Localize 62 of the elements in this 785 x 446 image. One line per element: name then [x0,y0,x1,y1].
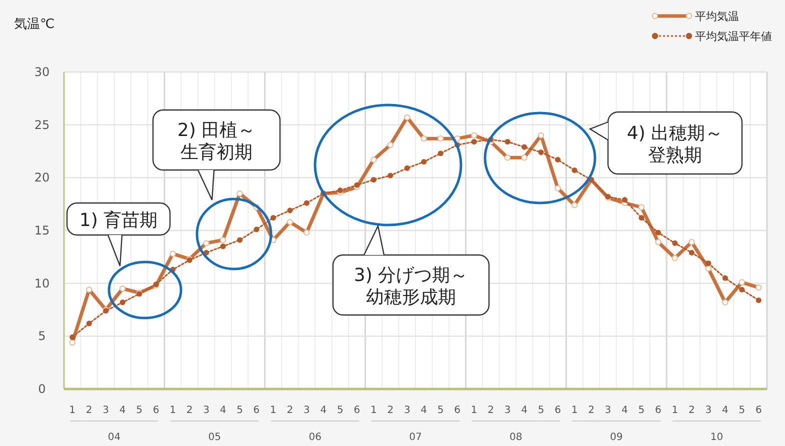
text: 10 [710,432,724,443]
x-tick-label: 2 [688,405,695,416]
x-tick-label: 2 [86,405,92,416]
x-tick-label: 5 [437,405,444,416]
x-tick-label: 2 [286,405,294,416]
y-tick-label: 30 [34,65,50,79]
x-tick-label: 5 [236,405,243,416]
text: 09 [610,432,623,443]
y-tick-label: 15 [34,224,50,238]
y-tick-label: 0 [38,382,46,396]
annotation: 3) 分げつ期～幼穂形成期 [354,265,468,308]
x-tick-label: 2 [186,405,193,416]
x-tick-label: 4 [722,405,728,416]
x-tick-label: 3 [304,405,310,416]
y-axis-title: 気温℃ [14,17,55,32]
x-tick-label: 4 [521,405,528,416]
x-tick-label: 5 [638,405,645,416]
x-tick-label: 3 [604,405,612,416]
x-tick-label: 4 [622,405,628,416]
text: 04 [108,432,121,443]
x-tick-label: 1 [571,405,578,416]
x-tick-label: 4 [220,405,226,416]
y-tick-label: 5 [38,329,46,344]
x-tick-label: 3 [404,405,410,416]
x-tick-label: 6 [253,405,260,416]
x-tick-label: 2 [488,405,494,416]
text: 06 [308,432,322,443]
x-tick-label: 1 [370,405,377,416]
legend-label: 平均気温平年値 [695,30,772,43]
y-tick-label: 25 [34,118,50,132]
x-tick-label: 1 [470,405,478,416]
x-tick-label: 4 [320,405,327,416]
x-tick-label: 1 [69,405,76,416]
x-tick-label: 3 [504,405,511,416]
x-tick-label: 5 [738,405,746,416]
x-tick-label: 3 [203,405,210,416]
annotation: 2) 田植～生育初期 [177,120,256,163]
x-tick-label: 5 [538,405,544,416]
y-tick-label: 10 [34,276,50,290]
x-tick-label: 6 [655,405,662,416]
x-tick-label: 1 [270,405,276,416]
y-tick-label: 20 [34,170,50,185]
x-tick-label: 4 [119,405,126,416]
x-tick-label: 4 [420,405,428,416]
annotation: 4) 出穂期～登熟期 [626,123,724,166]
x-tick-label: 6 [755,405,762,416]
x-tick-label: 6 [554,405,561,416]
x-tick-label: 5 [136,405,143,416]
legend-label: 平均気温 [695,10,739,23]
x-tick-label: 5 [336,405,344,416]
x-tick-label: 3 [102,405,110,416]
x-tick-label: 2 [387,405,394,416]
x-tick-label: 2 [588,405,594,416]
x-tick-label: 6 [454,405,461,416]
x-tick-label: 3 [705,405,712,416]
text: 08 [510,432,522,443]
x-tick-label: 6 [152,405,160,416]
text: 05 [208,432,222,443]
x-tick-label: 1 [170,405,176,416]
x-tick-label: 1 [672,405,678,416]
x-tick-label: 6 [354,405,360,416]
text: 07 [409,432,422,443]
